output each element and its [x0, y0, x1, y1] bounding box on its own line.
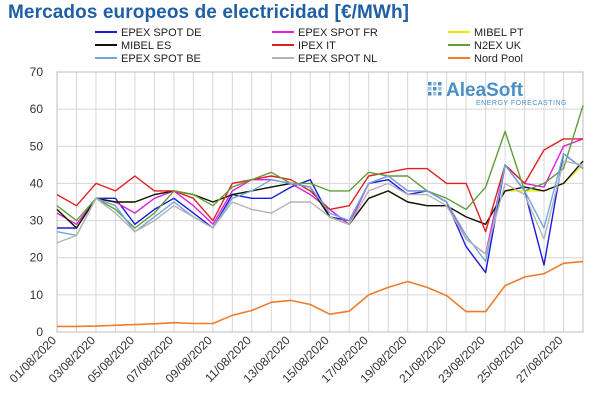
legend-label: MIBEL ES: [121, 40, 171, 52]
series-line-3: [56, 160, 584, 229]
y-tick-label: 70: [30, 65, 44, 79]
legend-label: IPEX IT: [298, 40, 336, 52]
logo-dot: [438, 92, 442, 96]
logo-tagline: ENERGY FORECASTING: [476, 100, 567, 107]
logo-dot: [428, 82, 432, 86]
legend-label: Nord Pool: [474, 53, 523, 65]
y-tick-label: 50: [30, 139, 44, 153]
legend-label: MIBEL PT: [474, 27, 524, 39]
chart-title: Mercados europeos de electricidad [€/MWh…: [8, 2, 410, 23]
series-line-6: [56, 152, 584, 263]
y-tick-label: 10: [30, 288, 44, 302]
logo-dot: [433, 92, 437, 96]
logo-dot: [438, 87, 442, 91]
plot-area-border: [56, 71, 584, 333]
logo-brand: AleaSoft: [446, 80, 524, 101]
y-tick-label: 40: [30, 176, 44, 190]
series-line-1: [56, 138, 584, 255]
legend-label: EPEX SPOT NL: [298, 53, 377, 65]
series-line-8: [57, 260, 584, 328]
legend-label: N2EX UK: [474, 40, 522, 52]
legend-label: EPEX SPOT FR: [298, 27, 378, 39]
legend-label: EPEX SPOT DE: [121, 27, 202, 39]
axes: 01020304050607001/08/202003/08/202005/08…: [7, 65, 566, 386]
logo-dot: [438, 82, 442, 86]
logo-dot: [428, 92, 432, 96]
logo-dot: [428, 87, 432, 91]
series-line-5: [56, 105, 584, 229]
y-tick-label: 20: [30, 251, 44, 265]
series-lines: [56, 105, 584, 328]
legend-label: EPEX SPOT BE: [121, 53, 201, 65]
y-tick-label: 30: [30, 214, 44, 228]
logo-dot: [433, 87, 437, 91]
y-tick-label: 60: [30, 102, 44, 116]
grid-lines: [56, 71, 584, 333]
series-line-7: [56, 160, 584, 255]
series-line-2: [56, 164, 584, 229]
y-tick-label: 0: [36, 325, 43, 339]
legend: EPEX SPOT DE EPEX SPOT FR MIBEL PT MIBEL ES…: [95, 27, 524, 65]
logo-dot: [433, 82, 437, 86]
